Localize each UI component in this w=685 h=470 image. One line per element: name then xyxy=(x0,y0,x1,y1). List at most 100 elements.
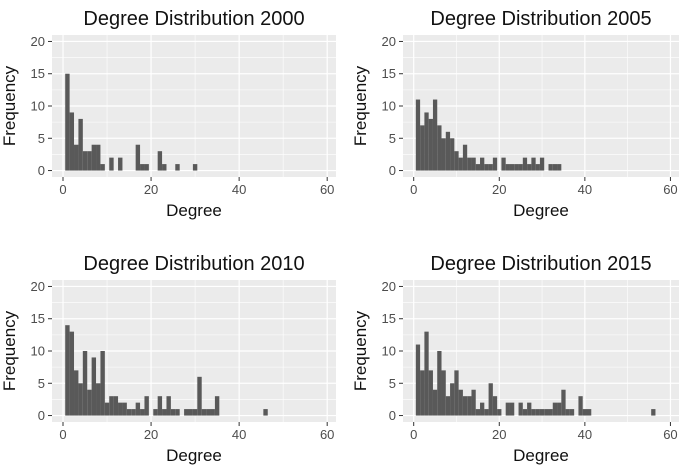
histogram-bar xyxy=(140,409,145,416)
y-tick-label: 0 xyxy=(38,163,45,178)
chart-title: Degree Distribution 2000 xyxy=(83,8,304,30)
x-tick-label: 20 xyxy=(492,427,506,442)
histogram-bar xyxy=(509,402,515,416)
histogram-bar xyxy=(210,409,215,416)
y-tick-label: 15 xyxy=(31,311,45,326)
histogram-bar xyxy=(135,144,141,171)
y-axis-label: Frequency xyxy=(0,310,19,391)
y-tick-label: 10 xyxy=(382,99,396,114)
histogram-bar xyxy=(432,389,438,416)
histogram-bar xyxy=(471,157,476,171)
histogram-bar xyxy=(505,402,510,416)
x-tick-label: 20 xyxy=(492,182,506,197)
histogram-bar xyxy=(122,402,127,416)
histogram-bar xyxy=(548,409,553,416)
histogram-bar xyxy=(415,344,421,416)
histogram-bar xyxy=(69,112,75,171)
histogram-bar xyxy=(441,370,446,416)
histogram-bar xyxy=(475,409,481,416)
y-tick-label: 0 xyxy=(389,163,396,178)
histogram-bar xyxy=(450,138,455,171)
x-axis-label: Degree xyxy=(166,446,222,465)
y-tick-label: 20 xyxy=(31,34,45,49)
histogram-bar xyxy=(557,164,562,171)
histogram-bar xyxy=(518,164,523,171)
y-tick-label: 10 xyxy=(31,344,45,359)
histogram-bar xyxy=(131,409,136,416)
histogram-bar xyxy=(96,144,101,171)
x-tick-label: 20 xyxy=(144,182,158,197)
histogram-bar xyxy=(471,389,476,416)
histogram-bar xyxy=(78,118,83,171)
chart-panel-2: 0 20 40 60 0 5 10 15 20 Degree Distribution 2005 D… xyxy=(351,8,679,220)
histogram-bar xyxy=(561,389,566,416)
histogram-bar xyxy=(263,409,268,416)
histogram-bar xyxy=(432,99,438,171)
histogram-bar xyxy=(552,164,558,171)
histogram-bar xyxy=(514,164,519,171)
histogram-bar xyxy=(531,157,536,171)
histogram-bar xyxy=(157,151,163,171)
histogram-bar xyxy=(454,370,459,416)
histogram-bar xyxy=(78,383,83,416)
histogram-bar xyxy=(441,138,446,171)
chart-panel-3: 0 20 40 60 0 5 10 15 20 Degree Distribution 2010 D… xyxy=(0,253,336,465)
histogram-bar xyxy=(544,409,549,416)
histogram-bar xyxy=(458,389,463,416)
histogram-bar xyxy=(188,409,193,416)
histogram-bar xyxy=(175,409,180,416)
histogram-bar xyxy=(170,409,176,416)
y-tick-label: 0 xyxy=(38,408,45,423)
histogram-bar xyxy=(65,73,70,171)
x-tick-label: 0 xyxy=(410,182,417,197)
histogram-bar xyxy=(454,151,459,171)
y-tick-label: 10 xyxy=(31,99,45,114)
histogram-bar xyxy=(484,409,489,416)
histogram-bar xyxy=(467,157,472,171)
histogram-bar xyxy=(201,409,207,416)
histogram-bar xyxy=(415,99,421,171)
histogram-bar xyxy=(175,164,180,171)
x-tick-label: 60 xyxy=(663,427,677,442)
y-tick-label: 20 xyxy=(382,279,396,294)
x-tick-label: 0 xyxy=(59,182,66,197)
histogram-bar xyxy=(69,331,75,416)
histogram-bar xyxy=(192,164,198,171)
x-tick-label: 20 xyxy=(144,427,158,442)
histogram-bar xyxy=(113,396,119,416)
histogram-bar xyxy=(445,396,451,416)
y-axis-label: Frequency xyxy=(0,65,19,146)
histogram-bar xyxy=(140,164,145,171)
histogram-bar xyxy=(462,144,468,171)
histogram-bar xyxy=(82,151,88,171)
histogram-bar xyxy=(135,402,141,416)
histogram-bar xyxy=(467,396,472,416)
chart-panel-4: 0 20 40 60 0 5 10 15 20 Degree Distribution 2015 D… xyxy=(351,253,679,465)
histogram-bar xyxy=(488,164,493,171)
histogram-bar xyxy=(420,370,425,416)
histogram-bar xyxy=(153,409,158,416)
histogram-bar xyxy=(87,389,92,416)
y-tick-label: 5 xyxy=(38,376,45,391)
histogram-bar xyxy=(162,164,167,171)
histogram-bar xyxy=(445,131,451,171)
histogram-bar xyxy=(424,331,429,416)
histogram-bar xyxy=(82,351,88,416)
histogram-bar xyxy=(424,112,429,171)
histogram-bar xyxy=(475,164,481,171)
histogram-bar xyxy=(557,402,562,416)
histogram-bar xyxy=(492,396,498,416)
histogram-bar xyxy=(65,325,70,416)
y-tick-label: 0 xyxy=(389,408,396,423)
histogram-bar xyxy=(184,409,189,416)
histogram-bar xyxy=(480,402,485,416)
histogram-bar xyxy=(91,357,97,416)
histogram-bar xyxy=(531,409,536,416)
y-tick-label: 5 xyxy=(389,376,396,391)
histogram-bar xyxy=(522,157,528,171)
histogram-bar xyxy=(437,351,442,416)
histogram-bar xyxy=(144,164,149,171)
histogram-bar xyxy=(91,144,97,171)
x-axis-label: Degree xyxy=(166,201,222,220)
